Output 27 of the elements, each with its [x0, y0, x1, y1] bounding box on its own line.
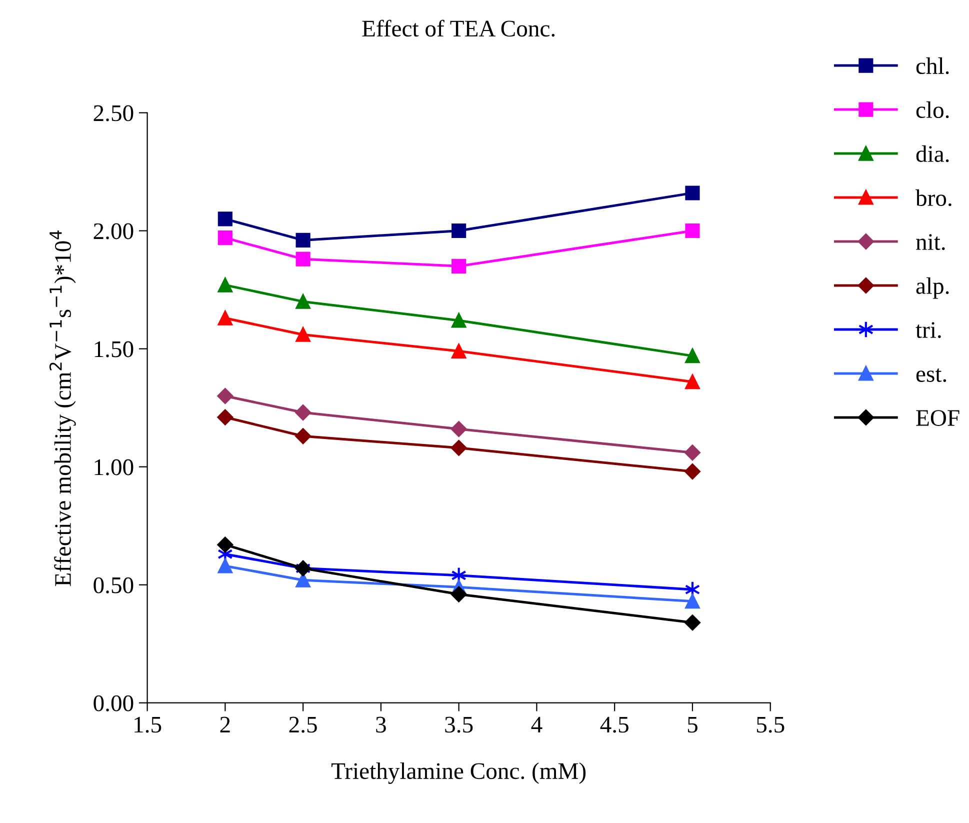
legend-label: clo.: [916, 101, 949, 118]
legend-label: nit.: [916, 234, 945, 250]
x-axis-title: Triethylamine Conc. (mM): [331, 762, 586, 784]
legend-label: alp.: [916, 277, 949, 299]
y-tick-label: 0.00: [94, 695, 134, 712]
x-tick-label: 4.5: [600, 716, 628, 733]
x-tick-label: 4: [531, 716, 542, 732]
y-tick-label: 1.00: [94, 459, 134, 476]
y-tick-label: 1.50: [94, 341, 134, 358]
x-tick-label: 5: [688, 716, 698, 733]
legend-label: EOF: [916, 410, 960, 426]
legend-label: bro.: [915, 189, 952, 206]
x-tick-label: 2: [220, 716, 230, 732]
x-tick-label: 3.5: [445, 716, 473, 733]
y-axis-title: Effective mobility (cm$^{2}$V$^{−1}$s$^{−1}$)*10$^{4}$: [49, 230, 76, 586]
legend-label: chl.: [916, 57, 949, 74]
x-tick-label: 2.5: [289, 716, 317, 733]
chart-title: Effect of TEA Conc.: [362, 20, 555, 37]
y-tick-label: 0.50: [94, 577, 134, 594]
x-tick-label: 1.5: [134, 716, 162, 733]
legend-label: tri.: [916, 322, 941, 338]
x-tick-label: 3: [376, 716, 386, 733]
legend-label: dia.: [916, 145, 949, 162]
y-tick-label: 2.50: [94, 105, 134, 122]
x-tick-label: 5.5: [756, 716, 784, 733]
y-tick-label: 2.00: [94, 223, 134, 240]
legend-label: est.: [916, 368, 946, 382]
